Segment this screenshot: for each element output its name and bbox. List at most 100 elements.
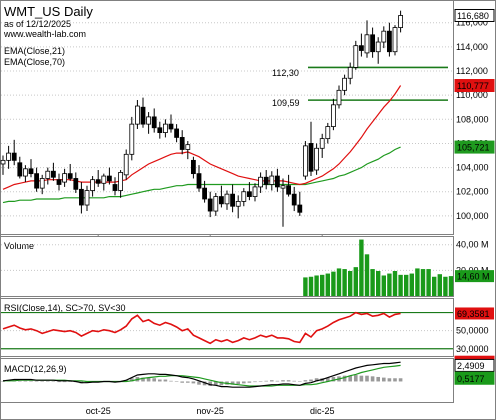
- candle-body: [246, 191, 252, 197]
- chart-subtitle: as of 12/12/2025: [4, 19, 71, 29]
- candle-body: [308, 143, 314, 172]
- ema70-value-tag: 105,721: [457, 143, 490, 153]
- candle-body: [302, 145, 308, 177]
- macd-histogram-bar: [214, 381, 218, 386]
- candle-body: [62, 173, 67, 183]
- macd-histogram-bar: [247, 381, 252, 383]
- macd-histogram-bar: [281, 380, 285, 382]
- ema21-value-tag-bg: [454, 79, 495, 93]
- candle-body: [370, 34, 376, 53]
- volume-bar: [336, 268, 342, 296]
- candle-body: [190, 159, 196, 175]
- macd-histogram-bar: [314, 378, 319, 382]
- rsi-tick-label: 50,0000: [456, 326, 489, 336]
- macd-histogram-bar: [387, 378, 392, 382]
- candle-body: [174, 128, 180, 138]
- volume-bar: [353, 267, 358, 296]
- candle-body: [84, 190, 90, 206]
- candle-body: [140, 106, 146, 125]
- volume-bar: [348, 270, 353, 296]
- macd-histogram-bar: [398, 378, 403, 382]
- macd-histogram-bar: [141, 377, 145, 382]
- price-tick-label: 102,000: [456, 187, 489, 197]
- volume-bar: [392, 270, 398, 296]
- macd-histogram-bar: [40, 381, 44, 382]
- rsi-title: RSI(Close,14), SC>70, SV<30: [4, 303, 126, 313]
- candle-body: [297, 204, 303, 213]
- macd-histogram-bar: [163, 379, 168, 382]
- candle-body: [185, 144, 191, 150]
- candle-body: [79, 188, 84, 206]
- macd-histogram-bar: [275, 380, 280, 382]
- price-gridlines: [1, 22, 453, 217]
- volume-value-tag: 14,60 M: [457, 272, 490, 282]
- price-tick-label: 110,000: [456, 90, 488, 100]
- x-axis: oct-25 nov-25 dic-25: [86, 234, 334, 416]
- candle-body: [280, 185, 286, 189]
- candle-body: [386, 30, 392, 53]
- volume-bar: [308, 276, 314, 296]
- macd-histogram-bar: [158, 379, 162, 382]
- candle-body: [213, 196, 219, 212]
- macd-histogram-bar: [34, 381, 39, 382]
- candle-body: [207, 198, 213, 212]
- candle-body: [269, 175, 275, 185]
- macd-histogram-bar: [348, 375, 352, 382]
- candle-body: [112, 184, 118, 191]
- candle-body: [67, 173, 73, 179]
- macd-histogram-bar: [146, 377, 151, 382]
- macd-signal-tag-bg: [454, 358, 495, 372]
- rsi-line: [2, 311, 401, 345]
- macd-histogram-bar: [365, 375, 369, 382]
- macd-histogram-bar: [298, 381, 302, 382]
- candle-body: [358, 45, 364, 51]
- macd-histogram-bar: [174, 381, 179, 382]
- volume-bar: [398, 274, 403, 296]
- volume-bar: [359, 239, 364, 296]
- macd-histogram-bar: [51, 381, 56, 382]
- macd-histogram-bar: [57, 381, 61, 383]
- support-label-lower: 109,59: [272, 98, 300, 108]
- volume-bar: [443, 276, 448, 296]
- candle-body: [146, 116, 152, 125]
- candle-body: [319, 138, 325, 149]
- volume-bar: [314, 275, 319, 296]
- macd-histogram-bar: [242, 381, 246, 384]
- volume-bar: [342, 269, 347, 296]
- macd-histogram-bar: [169, 380, 173, 382]
- macd-line: [2, 361, 401, 388]
- rsi-value-tag-bg: [455, 307, 494, 320]
- volume-tick-label: 40,00 M: [456, 240, 489, 250]
- ema70-line: [2, 146, 401, 204]
- macd-histogram-bar: [202, 381, 207, 386]
- volume-bar: [448, 276, 454, 296]
- volume-bar: [387, 273, 392, 296]
- candle-body: [168, 123, 174, 130]
- macd-signal-tag: 2,4909: [457, 361, 485, 371]
- volume-bars: [303, 239, 454, 296]
- rsi-tick-label: 30,0000: [456, 344, 489, 354]
- candle-body: [0, 159, 6, 165]
- support-label-upper: 112,30: [272, 68, 299, 78]
- macd-histogram-bar: [236, 381, 240, 385]
- candle-body: [45, 170, 51, 179]
- candle-body: [218, 196, 224, 205]
- candle-body: [17, 162, 23, 177]
- candle-body: [241, 191, 247, 202]
- candle-body: [392, 27, 398, 53]
- candle-body: [101, 175, 107, 184]
- macd-histogram-bar: [208, 381, 212, 386]
- macd-histogram-bar: [23, 380, 28, 382]
- volume-title: Volume: [4, 241, 34, 251]
- legend-ema70: EMA(Close,70): [4, 57, 65, 67]
- macd-histogram-bar: [253, 381, 257, 383]
- candle-body: [330, 104, 336, 127]
- candle-body: [342, 77, 348, 91]
- price-tick-label: 100,000: [456, 211, 489, 221]
- volume-bar: [437, 274, 442, 296]
- candle-body: [118, 172, 123, 191]
- candle-body: [224, 193, 230, 205]
